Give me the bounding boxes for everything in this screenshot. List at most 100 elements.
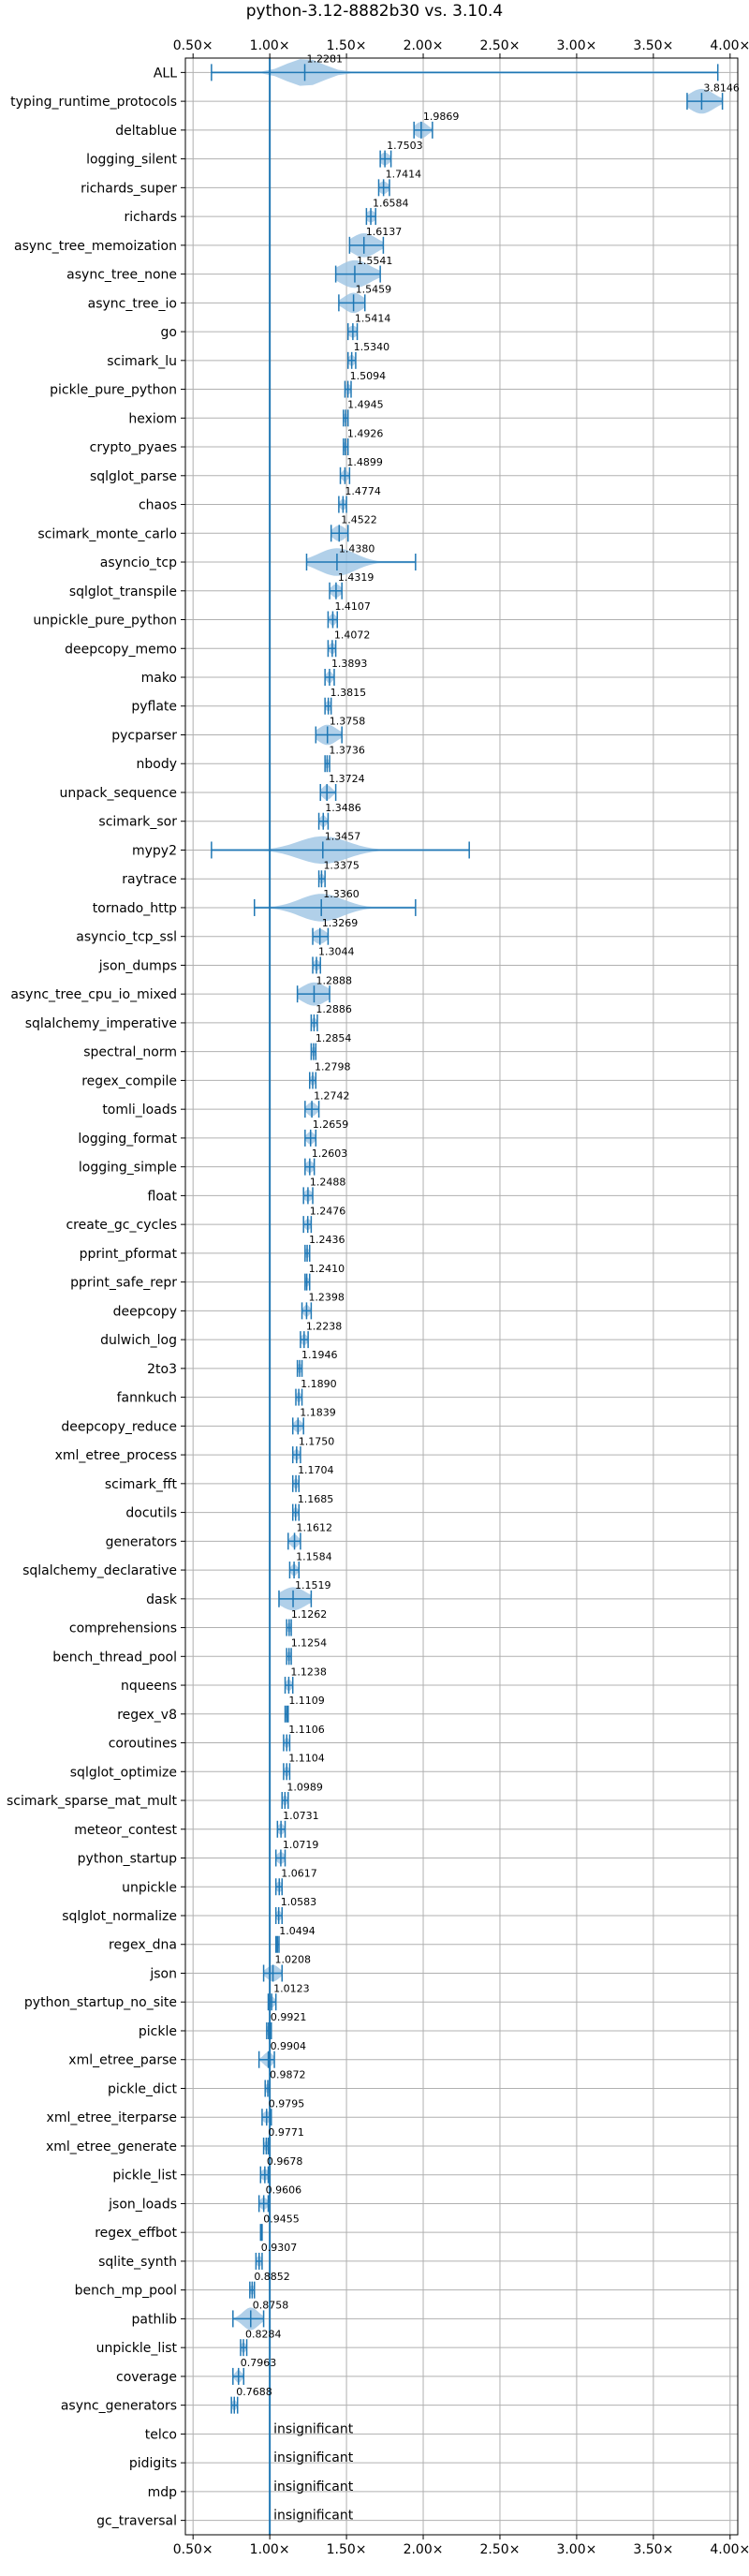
value-label: 1.0719 (283, 1839, 319, 1851)
value-label: 0.9606 (266, 2184, 302, 2197)
x-tick-label-top: 3.00× (556, 38, 596, 53)
chart-title: python-3.12-8882b30 vs. 3.10.4 (246, 2, 503, 21)
benchmark-label: logging_simple (79, 1161, 177, 1176)
value-label: 1.2886 (316, 1003, 352, 1015)
value-label: 1.3044 (318, 946, 355, 958)
benchmark-label: richards_super (81, 181, 177, 196)
x-tick-label-top: 2.00× (404, 38, 444, 53)
benchmark-label: unpack_sequence (60, 786, 177, 801)
value-label: 1.4522 (341, 514, 377, 526)
x-tick-label-bottom: 0.50× (173, 2542, 213, 2557)
benchmark-label: unpickle_pure_python (33, 614, 177, 629)
value-label: 1.2488 (310, 1177, 346, 1189)
benchmark-label: pickle_pure_python (50, 383, 177, 398)
benchmark-label: logging_format (78, 1132, 177, 1147)
benchmark-label: regex_compile (81, 1073, 177, 1088)
benchmark-label: scimark_sparse_mat_mult (7, 1794, 177, 1809)
benchmark-label: meteor_contest (74, 1823, 177, 1838)
benchmark-label: docutils (125, 1506, 177, 1521)
benchmark-label: json_dumps (98, 958, 177, 973)
value-label: 0.9307 (261, 2242, 298, 2254)
benchmark-label: deepcopy (113, 1304, 177, 1319)
value-label: 0.8758 (253, 2300, 289, 2312)
value-label: 1.0583 (281, 1896, 317, 1908)
value-label: 0.8852 (254, 2271, 290, 2283)
benchmark-label: pidigits (129, 2456, 177, 2471)
x-tick-label-bottom: 3.00× (556, 2542, 596, 2557)
value-label: 1.6137 (366, 226, 403, 238)
benchmark-label: deltablue (115, 124, 177, 139)
benchmark-label: create_gc_cycles (66, 1218, 177, 1233)
violins (211, 59, 724, 2414)
value-label: 1.5414 (355, 312, 391, 324)
x-tick-label-top: 0.50× (173, 38, 213, 53)
x-tick-label-bottom: 3.50× (633, 2542, 673, 2557)
value-label: 1.0123 (273, 1982, 310, 1994)
value-label: 1.1612 (297, 1522, 333, 1534)
value-label: 1.1104 (288, 1753, 325, 1765)
value-label: 3.8146 (703, 81, 740, 94)
value-label: 0.7963 (241, 2357, 277, 2369)
value-label: 1.4945 (347, 399, 384, 411)
benchmark-label: python_startup (78, 1852, 177, 1867)
value-label: 1.4072 (334, 629, 371, 641)
benchmark-label: async_tree_cpu_io_mixed (10, 987, 177, 1002)
benchmark-label: coroutines (109, 1737, 177, 1752)
grid-layer (185, 58, 738, 2535)
value-label: 1.1946 (301, 1349, 338, 1361)
benchmark-label: xml_etree_generate (46, 2139, 177, 2154)
benchmark-label: regex_v8 (117, 1708, 177, 1723)
value-label: 0.8284 (245, 2328, 282, 2340)
benchmark-label: ALL (154, 66, 177, 81)
value-label: 1.2281 (307, 53, 344, 66)
value-label: 1.2476 (310, 1205, 346, 1217)
benchmark-label: raytrace (122, 872, 177, 887)
value-label: 1.4380 (339, 542, 375, 555)
value-label: 1.5340 (354, 341, 390, 353)
value-label: 1.2742 (314, 1089, 350, 1102)
benchmark-label: sqlite_synth (98, 2255, 177, 2270)
value-label: 1.2410 (309, 1263, 345, 1275)
benchmark-label: pycparser (111, 728, 177, 743)
benchmark-label: pathlib (132, 2312, 178, 2327)
value-label: 1.0617 (281, 1867, 317, 1879)
value-label: 0.9904 (271, 2040, 307, 2052)
insignificant-label: insignificant (273, 2450, 354, 2465)
benchmark-label: sqlglot_optimize (70, 1765, 177, 1780)
x-tick-label-bottom: 1.00× (250, 2542, 290, 2557)
benchmark-label: typing_runtime_protocols (10, 95, 177, 110)
value-label: 1.9869 (423, 111, 460, 123)
benchmark-label: sqlalchemy_declarative (22, 1563, 177, 1578)
benchmark-label: sqlalchemy_imperative (25, 1016, 177, 1031)
value-label: 1.4899 (346, 456, 383, 468)
value-label: 1.2238 (306, 1320, 343, 1332)
value-label: 1.1262 (291, 1608, 328, 1621)
benchmark-label: fannkuch (117, 1391, 177, 1406)
value-label: 0.9795 (269, 2097, 305, 2110)
x-tick-label-top: 3.50× (633, 38, 673, 53)
benchmark-label: python_startup_no_site (24, 1995, 177, 2010)
benchmark-label: async_tree_none (66, 268, 177, 283)
value-label: 1.1519 (295, 1579, 331, 1591)
value-label: 1.2603 (312, 1147, 348, 1160)
value-label: 0.9872 (270, 2069, 306, 2081)
benchmark-label: scimark_sor (98, 815, 177, 830)
benchmark-label: deepcopy_reduce (61, 1419, 177, 1434)
benchmark-label: richards (125, 210, 178, 225)
benchmark-label: mypy2 (132, 843, 177, 858)
benchmark-label: pprint_safe_repr (70, 1276, 177, 1291)
benchmark-label: unpickle_list (96, 2341, 178, 2356)
benchmark-label: sqlglot_transpile (69, 585, 177, 600)
benchmark-label: xml_etree_process (55, 1448, 177, 1463)
value-label: 1.3893 (331, 658, 368, 670)
value-label: 1.1106 (288, 1724, 325, 1736)
benchmark-label: pyflate (131, 700, 177, 715)
value-label: 1.7414 (386, 169, 422, 181)
insignificant-label: insignificant (273, 2509, 354, 2524)
x-tick-label-bottom: 1.50× (327, 2542, 367, 2557)
value-label: 1.5541 (357, 255, 393, 267)
benchmark-label: sqlglot_normalize (62, 1909, 177, 1924)
x-tick-label-top: 2.50× (480, 38, 521, 53)
value-label: 1.1238 (290, 1666, 327, 1678)
benchmark-label: pprint_pformat (80, 1247, 178, 1262)
